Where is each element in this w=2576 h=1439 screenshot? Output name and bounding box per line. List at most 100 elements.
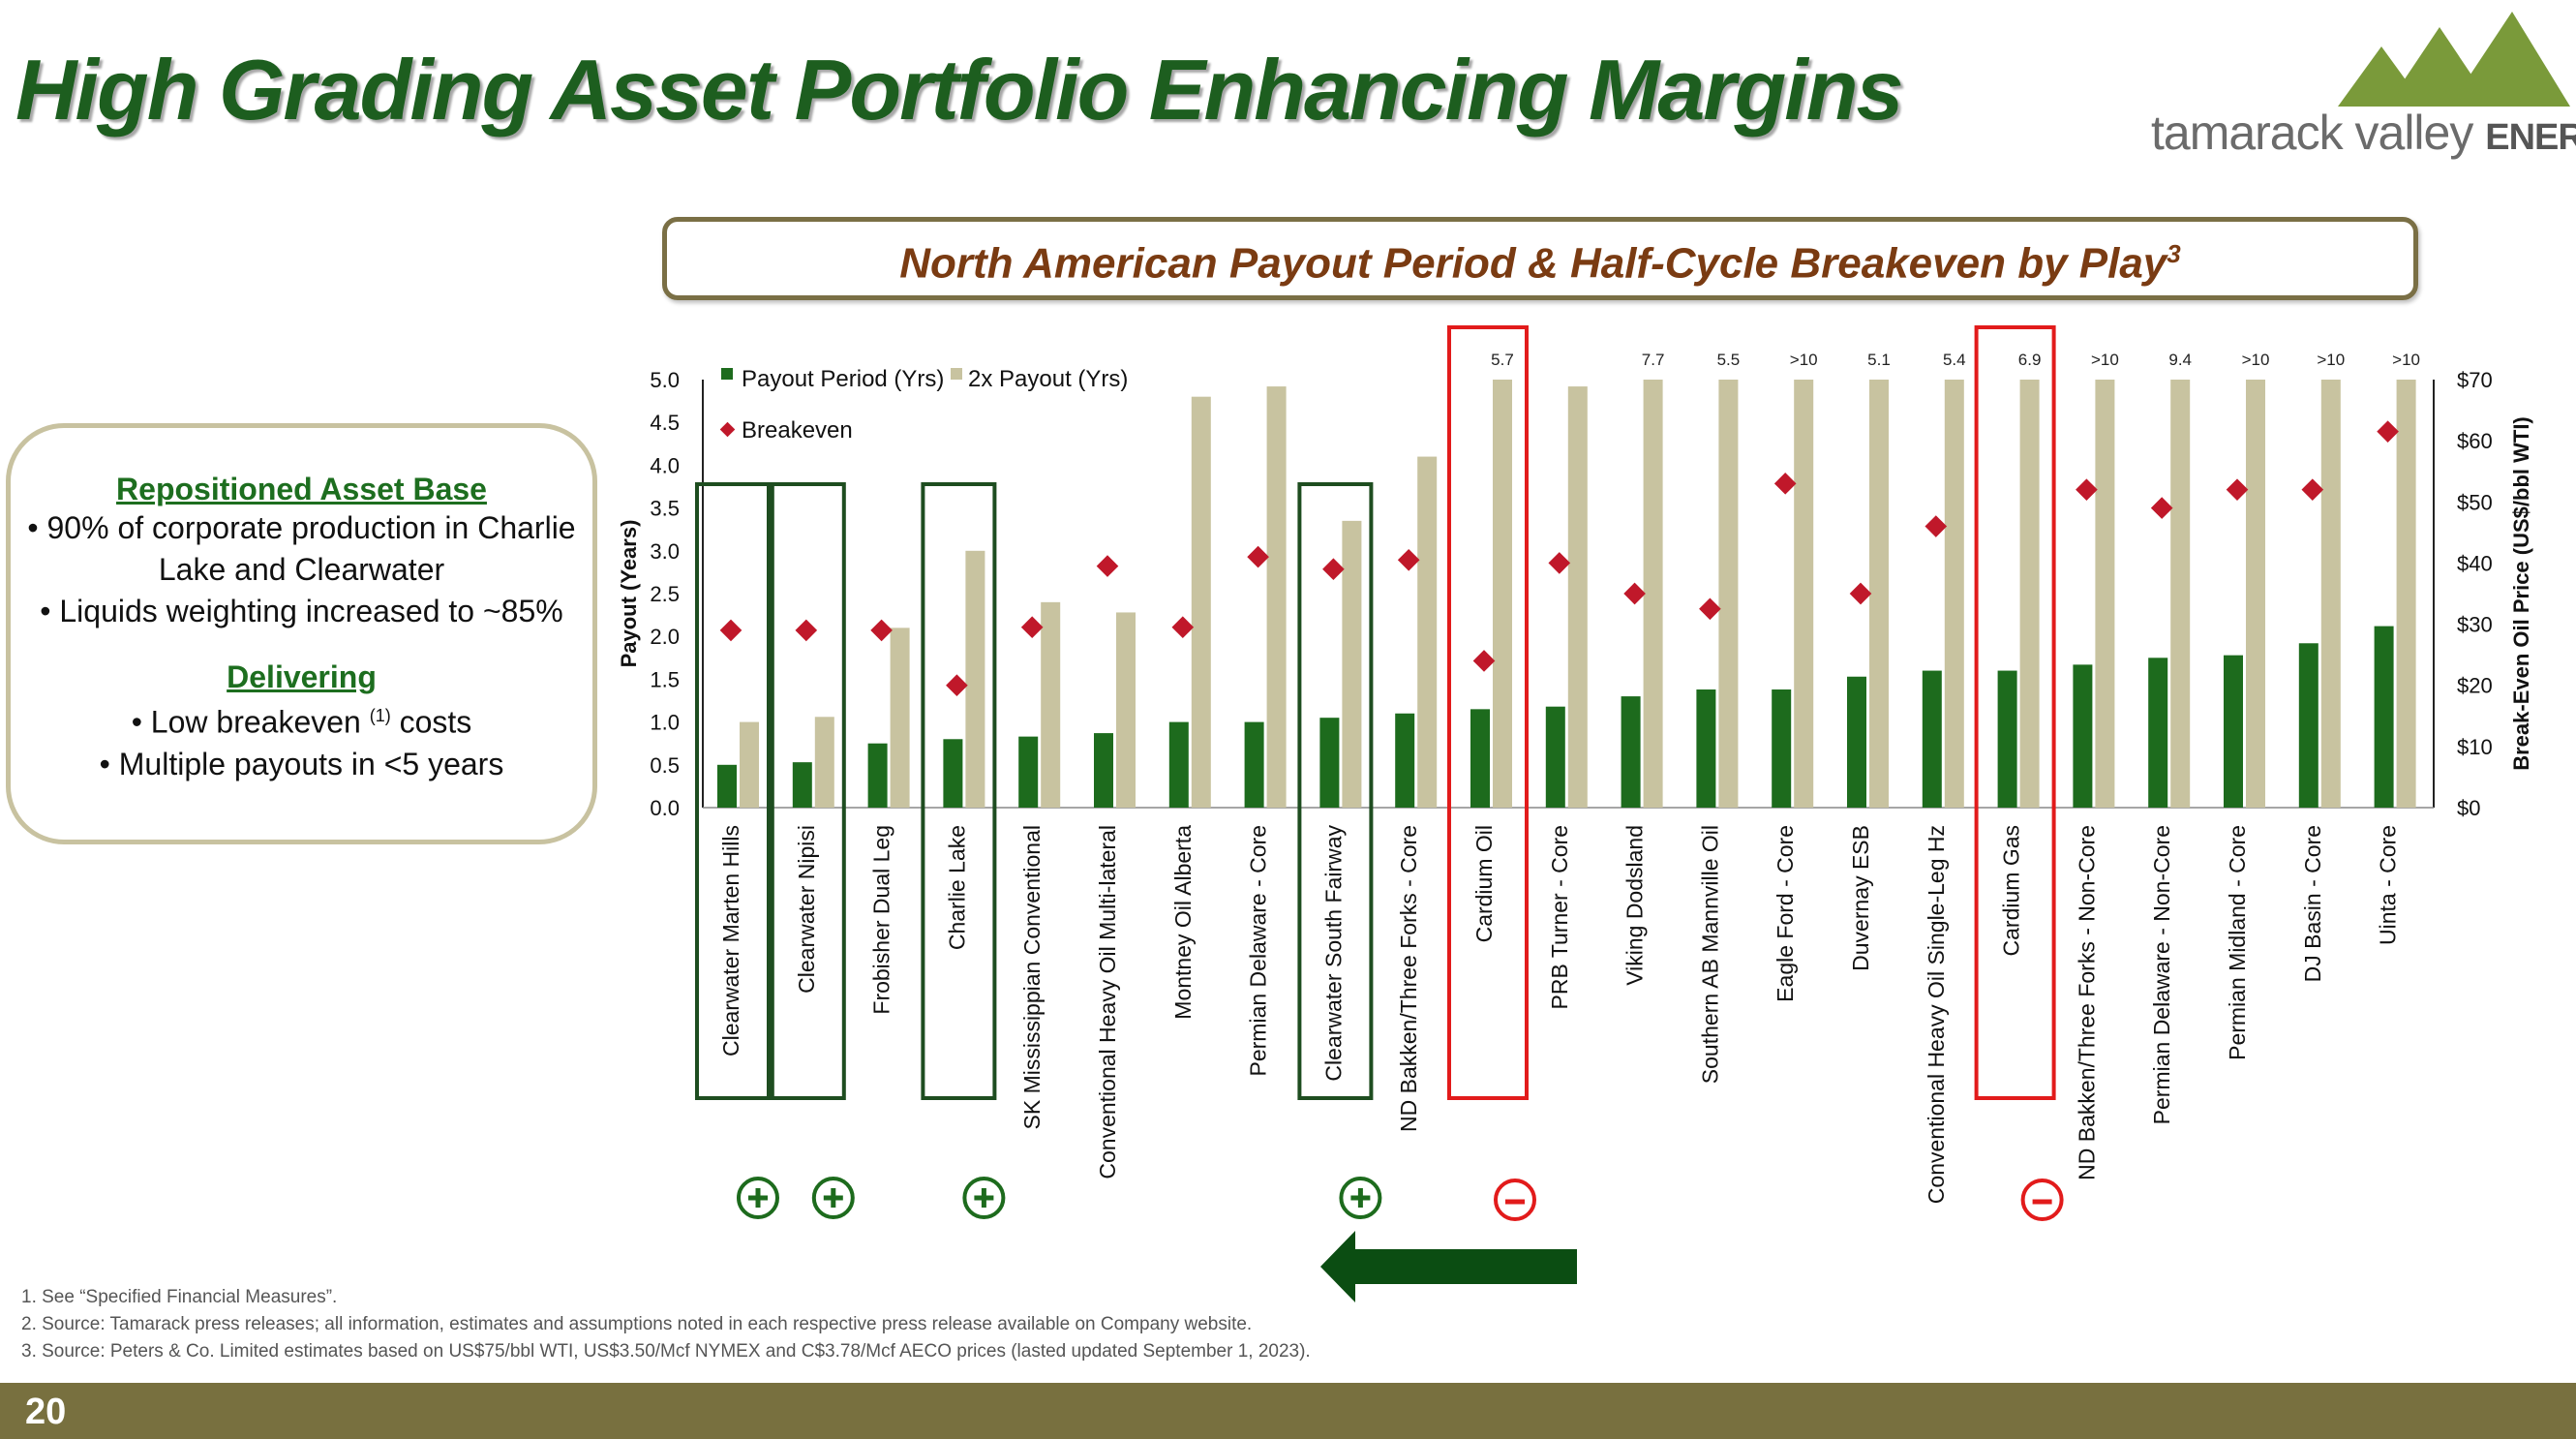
left-axis-title: Payout (Years) [617, 520, 641, 668]
overflow-value-label: >10 [2091, 351, 2119, 369]
category-label: Viking Dodsland [1622, 825, 1648, 986]
category-label: Conventional Heavy Oil Multi-lateral [1095, 825, 1120, 1179]
2x-payout-bar [965, 550, 985, 808]
breakeven-marker [1924, 515, 1948, 537]
payout-bar [1772, 689, 1792, 808]
category-label: ND Bakken/Three Forks - Core [1396, 825, 1421, 1132]
category-label: Montney Oil Alberta [1170, 825, 1196, 1020]
right-axis-tick-label: $30 [2457, 613, 2493, 637]
legend-label-2x-payout: 2x Payout (Yrs) [968, 366, 1128, 392]
payout-bar [1696, 689, 1716, 808]
overflow-value-label: >10 [2242, 351, 2270, 369]
breakeven-marker [1171, 616, 1195, 639]
left-axis-tick-label: 2.0 [650, 625, 680, 649]
footnote-1: 1. See “Specified Financial Measures”. [21, 1287, 338, 1307]
2x-payout-bar [2246, 380, 2265, 808]
payout-bar [792, 762, 812, 808]
payout-bar [943, 739, 963, 808]
legend-swatch-breakeven [719, 421, 736, 438]
category-label: Permian Midland - Core [2225, 825, 2250, 1060]
chart-title-box: North American Payout Period & Half-Cycl… [662, 217, 2418, 300]
mountain-peaks-logo [2338, 12, 2570, 107]
payout-bar [1168, 721, 1189, 808]
2x-payout-bar [1794, 380, 1814, 808]
legend-swatch-2x-payout [951, 368, 962, 380]
payout-bar [1094, 733, 1113, 808]
right-axis-tick-label: $10 [2457, 735, 2493, 759]
2x-payout-bar [1944, 380, 1964, 808]
left-axis-tick-label: 4.0 [650, 453, 680, 477]
category-label: SK Mississippian Conventional [1019, 825, 1045, 1130]
payout-bar [2374, 626, 2394, 808]
left-axis-tick-label: 3.5 [650, 497, 680, 521]
breakeven-marker [2150, 497, 2173, 519]
breakeven-marker [870, 619, 893, 642]
breakeven-marker [1020, 616, 1044, 639]
breakeven-marker [1322, 558, 1345, 581]
payout-bar [1319, 718, 1340, 808]
breakeven-marker [1096, 555, 1119, 577]
category-label: Cardium Gas [1999, 825, 2024, 956]
2x-payout-bar [1493, 380, 1512, 808]
2x-payout-bar [1417, 456, 1438, 808]
breakeven-marker [2226, 478, 2249, 501]
footnote-2: 2. Source: Tamarack press releases; all … [21, 1314, 1253, 1334]
chart-title: North American Payout Period & Half-Cycl… [899, 239, 2181, 288]
category-label: Clearwater Marten Hills [718, 825, 743, 1056]
legend-label-breakeven: Breakeven [742, 417, 853, 444]
heading-delivering: Delivering [227, 659, 377, 694]
overflow-value-label: >10 [2317, 351, 2345, 369]
footer-bar [0, 1383, 2576, 1439]
2x-payout-bar [2095, 380, 2115, 808]
category-label: Permian Delaware - Core [1246, 825, 1271, 1076]
breakeven-marker [2301, 478, 2324, 501]
breakeven-marker [1548, 552, 1571, 574]
payout-bar [1244, 721, 1264, 808]
2x-payout-bar [1718, 380, 1739, 808]
left-axis-tick-label: 5.0 [650, 368, 680, 392]
category-label: Permian Delaware - Non-Core [2149, 825, 2174, 1124]
bullet-liquids: • Liquids weighting increased to ~85% [40, 594, 563, 628]
overflow-value-label: 5.7 [1491, 351, 1514, 369]
category-label: Cardium Oil [1471, 825, 1497, 942]
payout-bar [2298, 643, 2318, 808]
2x-payout-bar [1342, 520, 1362, 808]
category-label: Duvernay ESB [1848, 825, 1873, 971]
2x-payout-bar [1266, 386, 1287, 808]
category-label: PRB Turner - Core [1547, 825, 1572, 1009]
bullet-payouts: • Multiple payouts in <5 years [99, 746, 504, 781]
category-label: Uinta - Core [2376, 825, 2401, 945]
right-axis-tick-label: $20 [2457, 674, 2493, 698]
overflow-value-label: 7.7 [1642, 351, 1665, 369]
footnotes: 1. See “Specified Financial Measures”. 2… [21, 1284, 1311, 1365]
page-title: High Grading Asset Portfolio Enhancing M… [15, 42, 1903, 138]
category-label: Clearwater South Fairway [1320, 825, 1346, 1082]
breakeven-marker [2377, 420, 2399, 443]
2x-payout-bar [1116, 612, 1136, 808]
right-axis-tick-label: $60 [2457, 429, 2493, 453]
heading-repositioned: Repositioned Asset Base [116, 472, 487, 506]
left-axis-tick-label: 1.0 [650, 711, 680, 735]
company-logo-text: tamarack valley ENERGY [2151, 106, 2576, 160]
2x-payout-bar [2396, 380, 2416, 808]
payout-bar [1621, 696, 1641, 808]
overflow-value-label: >10 [1790, 351, 1818, 369]
left-arrow-icon [1320, 1231, 1577, 1302]
overflow-value-label: >10 [2392, 351, 2420, 369]
footnote-3: 3. Source: Peters & Co. Limited estimate… [21, 1341, 1311, 1362]
2x-payout-bar [1869, 380, 1889, 808]
left-axis-tick-label: 2.5 [650, 582, 680, 606]
summary-box: Repositioned Asset Base • 90% of corpora… [6, 423, 597, 844]
left-axis-tick-label: 1.5 [650, 667, 680, 691]
overflow-value-label: 5.5 [1717, 351, 1741, 369]
category-label: DJ Basin - Core [2300, 825, 2325, 982]
right-axis-tick-label: $40 [2457, 551, 2493, 575]
left-axis-tick-label: 3.0 [650, 539, 680, 564]
breakeven-marker [1472, 650, 1496, 672]
page-number: 20 [25, 1392, 67, 1432]
2x-payout-bar [1567, 386, 1588, 808]
breakeven-marker [1397, 548, 1420, 571]
right-axis-title: Break-Even Oil Price (US$/bbl WTI) [2509, 416, 2533, 771]
2x-payout-bar [1041, 601, 1061, 808]
2x-payout-bar [1191, 396, 1211, 808]
